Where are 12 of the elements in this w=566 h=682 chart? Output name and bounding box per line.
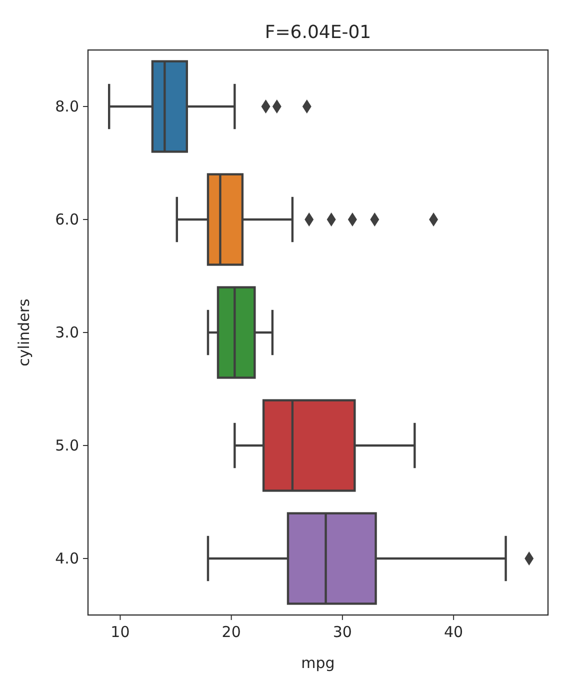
x-tick-label: 10 — [110, 623, 130, 641]
y-tick-label: 6.0 — [55, 210, 79, 228]
y-tick-label: 3.0 — [55, 324, 79, 342]
y-tick-label: 5.0 — [55, 436, 79, 454]
x-tick-label: 20 — [222, 623, 241, 641]
y-axis-title: cylinders — [15, 298, 33, 366]
x-tick-label: 40 — [444, 623, 464, 641]
chart-title: F=6.04E-01 — [264, 22, 372, 43]
x-axis-title: mpg — [301, 654, 335, 672]
x-tick-label: 30 — [332, 623, 352, 641]
y-tick-label: 4.0 — [55, 550, 79, 568]
y-tick-label: 8.0 — [55, 98, 79, 116]
